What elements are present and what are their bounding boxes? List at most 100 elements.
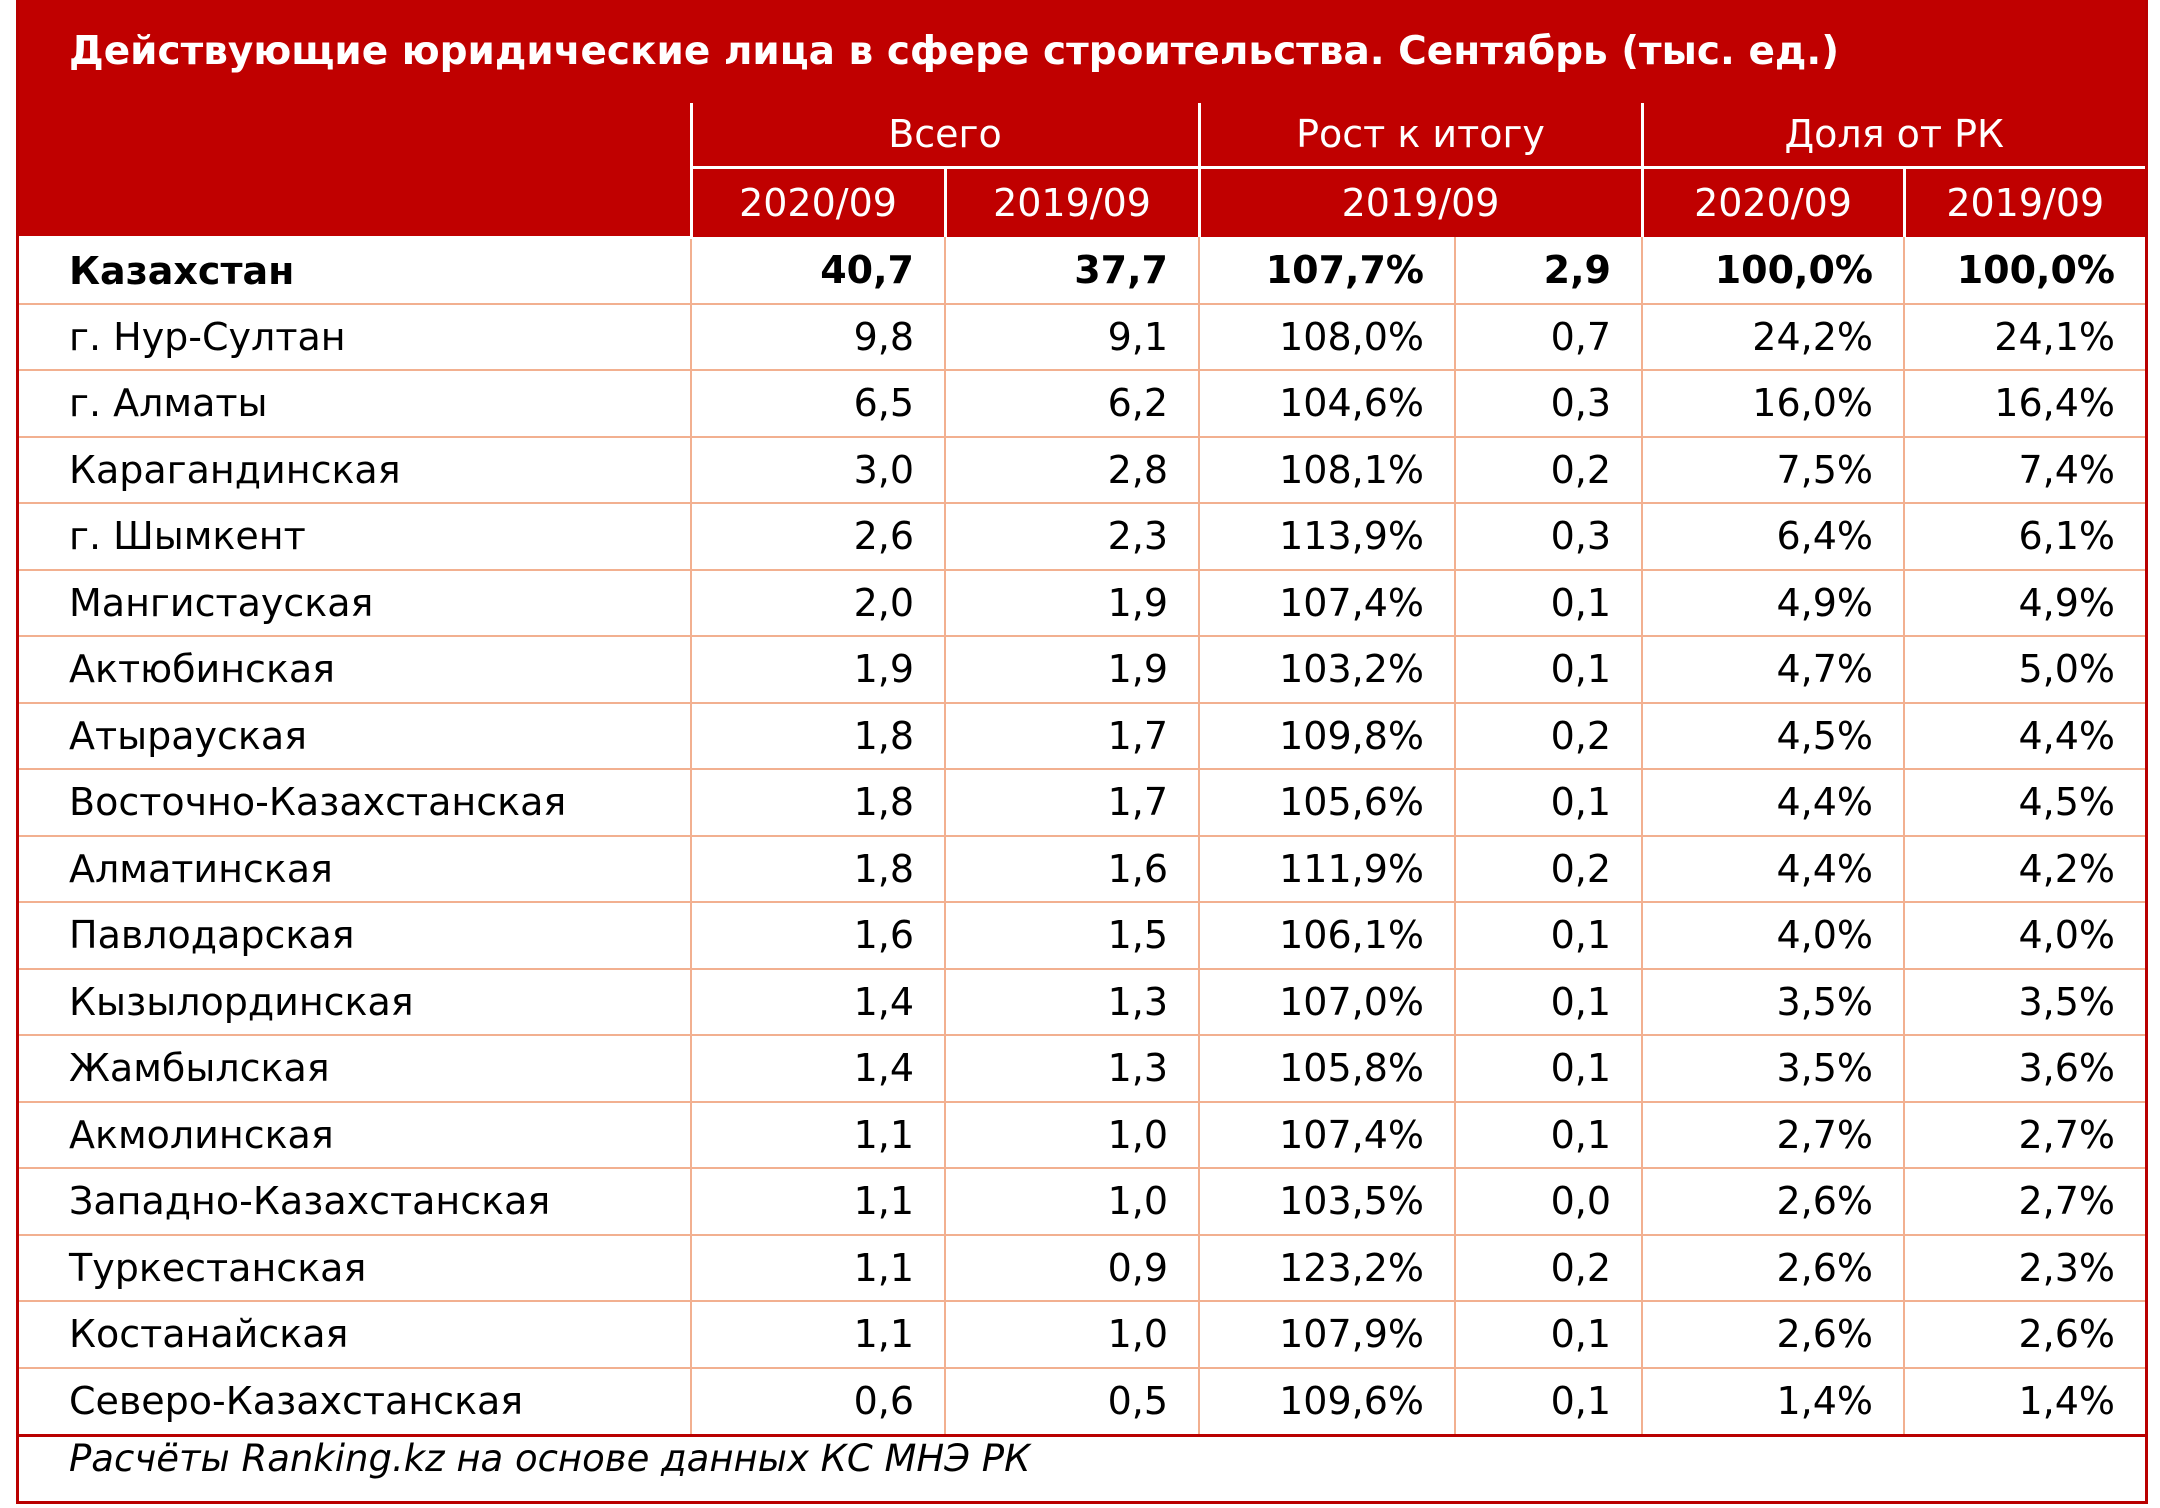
share-2020-cell: 100,0%: [1641, 237, 1904, 305]
growth-percent-cell: 113,9%: [1198, 503, 1455, 571]
total-2020-cell: 2,0: [690, 569, 945, 637]
share-2020-cell: 24,2%: [1641, 303, 1904, 371]
share-2020-cell: 4,5%: [1641, 702, 1904, 770]
total-2019-cell: 1,3: [944, 1035, 1199, 1103]
growth-percent-cell: 107,9%: [1198, 1301, 1455, 1369]
growth-absolute-cell: 0,1: [1454, 769, 1642, 837]
growth-percent-cell: 111,9%: [1198, 835, 1455, 903]
growth-percent-cell: 107,4%: [1198, 1101, 1455, 1169]
share-2019-cell: 2,3%: [1903, 1234, 2145, 1302]
table-row: Алматинская 1,8 1,6 111,9% 0,2 4,4% 4,2%: [19, 835, 2145, 903]
growth-percent-cell: 108,0%: [1198, 303, 1455, 371]
region-name-cell: Северо-Казахстанская: [19, 1367, 691, 1437]
growth-percent-cell: 108,1%: [1198, 436, 1455, 504]
growth-percent-cell: 104,6%: [1198, 370, 1455, 438]
total-2019-cell: 2,3: [944, 503, 1199, 571]
growth-absolute-cell: 0,1: [1454, 569, 1642, 637]
total-2019-cell: 6,2: [944, 370, 1199, 438]
total-2020-cell: 1,6: [690, 902, 945, 970]
region-name-cell: Туркестанская: [19, 1234, 691, 1302]
table-body: Казахстан 40,7 37,7 107,7% 2,9 100,0% 100,0% г.…: [19, 237, 2145, 1437]
table-row: Западно-Казахстанская 1,1 1,0 103,5% 0,0 2,6%…: [19, 1168, 2145, 1236]
share-2020-cell: 3,5%: [1641, 1035, 1904, 1103]
growth-percent-cell: 105,6%: [1198, 769, 1455, 837]
share-2019-cell: 16,4%: [1903, 370, 2145, 438]
total-2020-cell: 1,4: [690, 968, 945, 1036]
table-header: Всего Рост к итогу Доля от РК 2020/09 20…: [19, 103, 2145, 239]
growth-percent-cell: 107,7%: [1198, 237, 1455, 305]
total-2020-cell: 1,1: [690, 1101, 945, 1169]
share-2020-cell: 2,7%: [1641, 1101, 1904, 1169]
header-total-2019: 2019/09: [943, 167, 1199, 237]
total-2019-cell: 2,8: [944, 436, 1199, 504]
table-row: г. Алматы 6,5 6,2 104,6% 0,3 16,0% 16,4%: [19, 370, 2145, 438]
share-2019-cell: 2,7%: [1903, 1168, 2145, 1236]
share-2019-cell: 5,0%: [1903, 636, 2145, 704]
share-2020-cell: 1,4%: [1641, 1367, 1904, 1437]
region-name-cell: Казахстан: [19, 237, 691, 305]
share-2019-cell: 4,9%: [1903, 569, 2145, 637]
growth-absolute-cell: 0,2: [1454, 702, 1642, 770]
total-2019-cell: 1,0: [944, 1301, 1199, 1369]
growth-percent-cell: 123,2%: [1198, 1234, 1455, 1302]
region-name-cell: Алматинская: [19, 835, 691, 903]
total-2020-cell: 1,4: [690, 1035, 945, 1103]
share-2019-cell: 4,4%: [1903, 702, 2145, 770]
share-2019-cell: 100,0%: [1903, 237, 2145, 305]
total-2020-cell: 1,8: [690, 769, 945, 837]
region-name-cell: Павлодарская: [19, 902, 691, 970]
table-row: Восточно-Казахстанская 1,8 1,7 105,6% 0,1 4,4…: [19, 769, 2145, 837]
growth-percent-cell: 109,6%: [1198, 1367, 1455, 1437]
data-table: Всего Рост к итогу Доля от РК 2020/09 20…: [19, 103, 2145, 1437]
growth-percent-cell: 107,4%: [1198, 569, 1455, 637]
total-2019-cell: 9,1: [944, 303, 1199, 371]
region-name-cell: Западно-Казахстанская: [19, 1168, 691, 1236]
share-2020-cell: 2,6%: [1641, 1301, 1904, 1369]
header-total-2020: 2020/09: [689, 167, 945, 237]
growth-absolute-cell: 0,2: [1454, 1234, 1642, 1302]
total-2019-cell: 1,0: [944, 1168, 1199, 1236]
table-row: Акмолинская 1,1 1,0 107,4% 0,1 2,7% 2,7%: [19, 1101, 2145, 1169]
total-2020-cell: 1,8: [690, 702, 945, 770]
total-2019-cell: 1,3: [944, 968, 1199, 1036]
region-name-cell: Жамбылская: [19, 1035, 691, 1103]
table-row: Кызылординская 1,4 1,3 107,0% 0,1 3,5% 3,5%: [19, 968, 2145, 1036]
growth-absolute-cell: 0,1: [1454, 902, 1642, 970]
share-2020-cell: 3,5%: [1641, 968, 1904, 1036]
growth-percent-cell: 103,5%: [1198, 1168, 1455, 1236]
table-row: Казахстан 40,7 37,7 107,7% 2,9 100,0% 100,0%: [19, 237, 2145, 305]
total-2020-cell: 0,6: [690, 1367, 945, 1437]
growth-absolute-cell: 0,0: [1454, 1168, 1642, 1236]
region-name-cell: Восточно-Казахстанская: [19, 769, 691, 837]
total-2019-cell: 1,9: [944, 569, 1199, 637]
share-2020-cell: 4,4%: [1641, 769, 1904, 837]
table-frame: Действующие юридические лица в сфере стр…: [16, 0, 2148, 1504]
table-row: г. Нур-Султан 9,8 9,1 108,0% 0,7 24,2% 24,1%: [19, 303, 2145, 371]
growth-absolute-cell: 0,3: [1454, 503, 1642, 571]
growth-absolute-cell: 0,2: [1454, 835, 1642, 903]
total-2019-cell: 0,9: [944, 1234, 1199, 1302]
table-row: Актюбинская 1,9 1,9 103,2% 0,1 4,7% 5,0%: [19, 636, 2145, 704]
region-name-cell: Костанайская: [19, 1301, 691, 1369]
share-2019-cell: 4,5%: [1903, 769, 2145, 837]
total-2019-cell: 1,7: [944, 702, 1199, 770]
total-2020-cell: 3,0: [690, 436, 945, 504]
total-2019-cell: 1,5: [944, 902, 1199, 970]
growth-absolute-cell: 2,9: [1454, 237, 1642, 305]
table-row: Туркестанская 1,1 0,9 123,2% 0,2 2,6% 2,3%: [19, 1234, 2145, 1302]
header-share-2020: 2020/09: [1640, 167, 1904, 237]
total-2019-cell: 1,6: [944, 835, 1199, 903]
share-2020-cell: 4,9%: [1641, 569, 1904, 637]
total-2020-cell: 9,8: [690, 303, 945, 371]
total-2020-cell: 6,5: [690, 370, 945, 438]
share-2020-cell: 4,0%: [1641, 902, 1904, 970]
header-group-growth: Рост к итогу: [1197, 103, 1642, 169]
total-2020-cell: 2,6: [690, 503, 945, 571]
table-row: Мангистауская 2,0 1,9 107,4% 0,1 4,9% 4,9%: [19, 569, 2145, 637]
total-2020-cell: 1,1: [690, 1301, 945, 1369]
share-2020-cell: 4,4%: [1641, 835, 1904, 903]
growth-absolute-cell: 0,1: [1454, 968, 1642, 1036]
share-2019-cell: 2,7%: [1903, 1101, 2145, 1169]
share-2019-cell: 1,4%: [1903, 1367, 2145, 1437]
source-note: Расчёты Ranking.kz на основе данных КС М…: [69, 1437, 1031, 1480]
